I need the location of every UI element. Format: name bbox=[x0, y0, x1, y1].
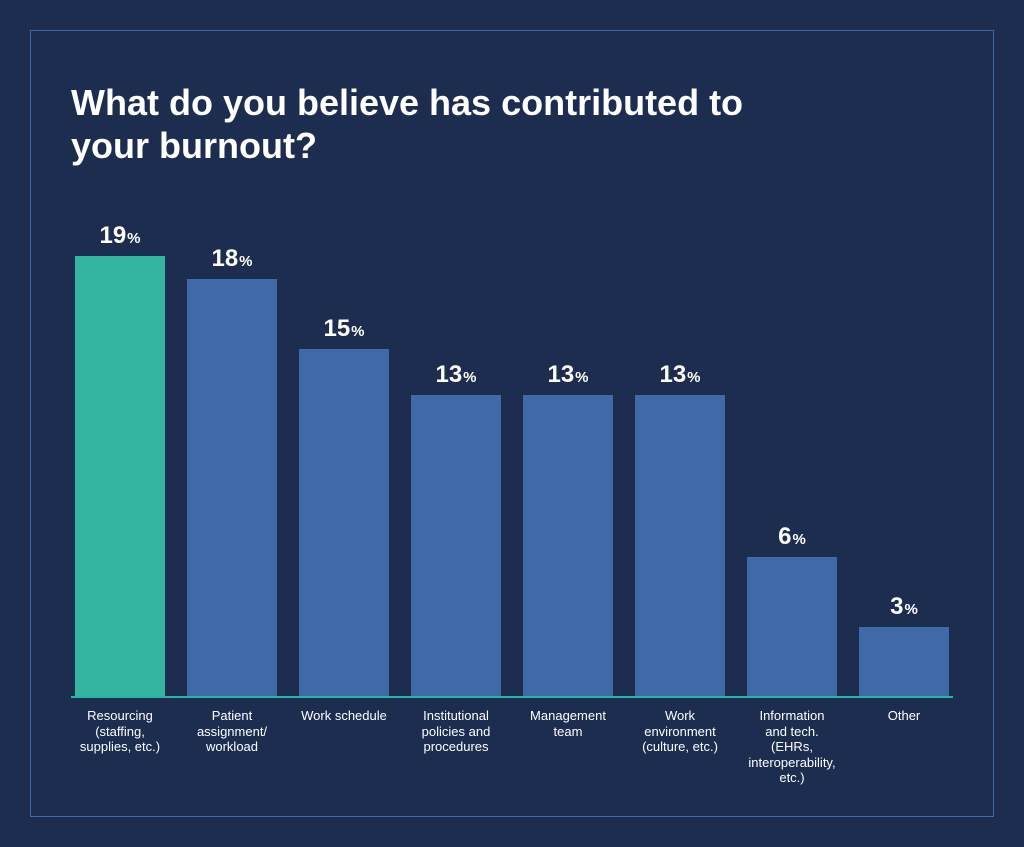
bar-slot: 6% bbox=[747, 197, 837, 696]
bar-value-number: 13 bbox=[435, 361, 462, 388]
bar-category-label: Management team bbox=[523, 708, 613, 786]
bar-category-label: Institutional policies and procedures bbox=[411, 708, 501, 786]
bar-category-label: Other bbox=[859, 708, 949, 786]
bar-value-number: 13 bbox=[659, 361, 686, 388]
chart-area: 19%18%15%13%13%13%6%3% Resourcing (staff… bbox=[71, 197, 953, 786]
bar bbox=[635, 395, 725, 696]
bars-row: 19%18%15%13%13%13%6%3% bbox=[71, 197, 953, 698]
bar bbox=[859, 627, 949, 696]
bar-value-label: 19% bbox=[99, 222, 140, 250]
labels-row: Resourcing (staffing, supplies, etc.) Pat… bbox=[71, 698, 953, 786]
percent-sign: % bbox=[127, 230, 140, 247]
bar-category-label: Resourcing (staffing, supplies, etc.) bbox=[75, 708, 165, 786]
percent-sign: % bbox=[687, 369, 700, 386]
bar bbox=[523, 395, 613, 696]
bar-category-label: Patient assignment/ workload bbox=[187, 708, 277, 786]
bar bbox=[75, 256, 165, 696]
bar-value-label: 3% bbox=[890, 593, 918, 621]
bar bbox=[187, 279, 277, 696]
bar-value-label: 13% bbox=[547, 361, 588, 389]
bar-value-number: 6 bbox=[778, 523, 791, 550]
bar-value-number: 19 bbox=[99, 222, 126, 249]
percent-sign: % bbox=[905, 601, 918, 618]
bar-category-label: Information and tech. (EHRs, interoperab… bbox=[747, 708, 837, 786]
bar bbox=[411, 395, 501, 696]
bar bbox=[299, 349, 389, 696]
bar-slot: 3% bbox=[859, 197, 949, 696]
percent-sign: % bbox=[239, 253, 252, 270]
bar-value-number: 13 bbox=[547, 361, 574, 388]
bar-slot: 13% bbox=[523, 197, 613, 696]
percent-sign: % bbox=[793, 531, 806, 548]
bar-value-label: 15% bbox=[323, 315, 364, 343]
bar-value-label: 18% bbox=[211, 245, 252, 273]
bar bbox=[747, 557, 837, 696]
bar-value-number: 15 bbox=[323, 315, 350, 342]
bar-slot: 13% bbox=[635, 197, 725, 696]
bar-value-number: 18 bbox=[211, 245, 238, 272]
bar-category-label: Work schedule bbox=[299, 708, 389, 786]
bar-slot: 13% bbox=[411, 197, 501, 696]
bar-value-label: 13% bbox=[435, 361, 476, 389]
bar-slot: 19% bbox=[75, 197, 165, 696]
bar-value-number: 3 bbox=[890, 593, 903, 620]
bar-value-label: 6% bbox=[778, 523, 806, 551]
bar-value-label: 13% bbox=[659, 361, 700, 389]
chart-title: What do you believe has contributed to y… bbox=[71, 81, 771, 167]
percent-sign: % bbox=[351, 323, 364, 340]
bar-slot: 15% bbox=[299, 197, 389, 696]
chart-frame: What do you believe has contributed to y… bbox=[30, 30, 994, 817]
bar-slot: 18% bbox=[187, 197, 277, 696]
percent-sign: % bbox=[463, 369, 476, 386]
percent-sign: % bbox=[575, 369, 588, 386]
bar-category-label: Work environment (culture, etc.) bbox=[635, 708, 725, 786]
